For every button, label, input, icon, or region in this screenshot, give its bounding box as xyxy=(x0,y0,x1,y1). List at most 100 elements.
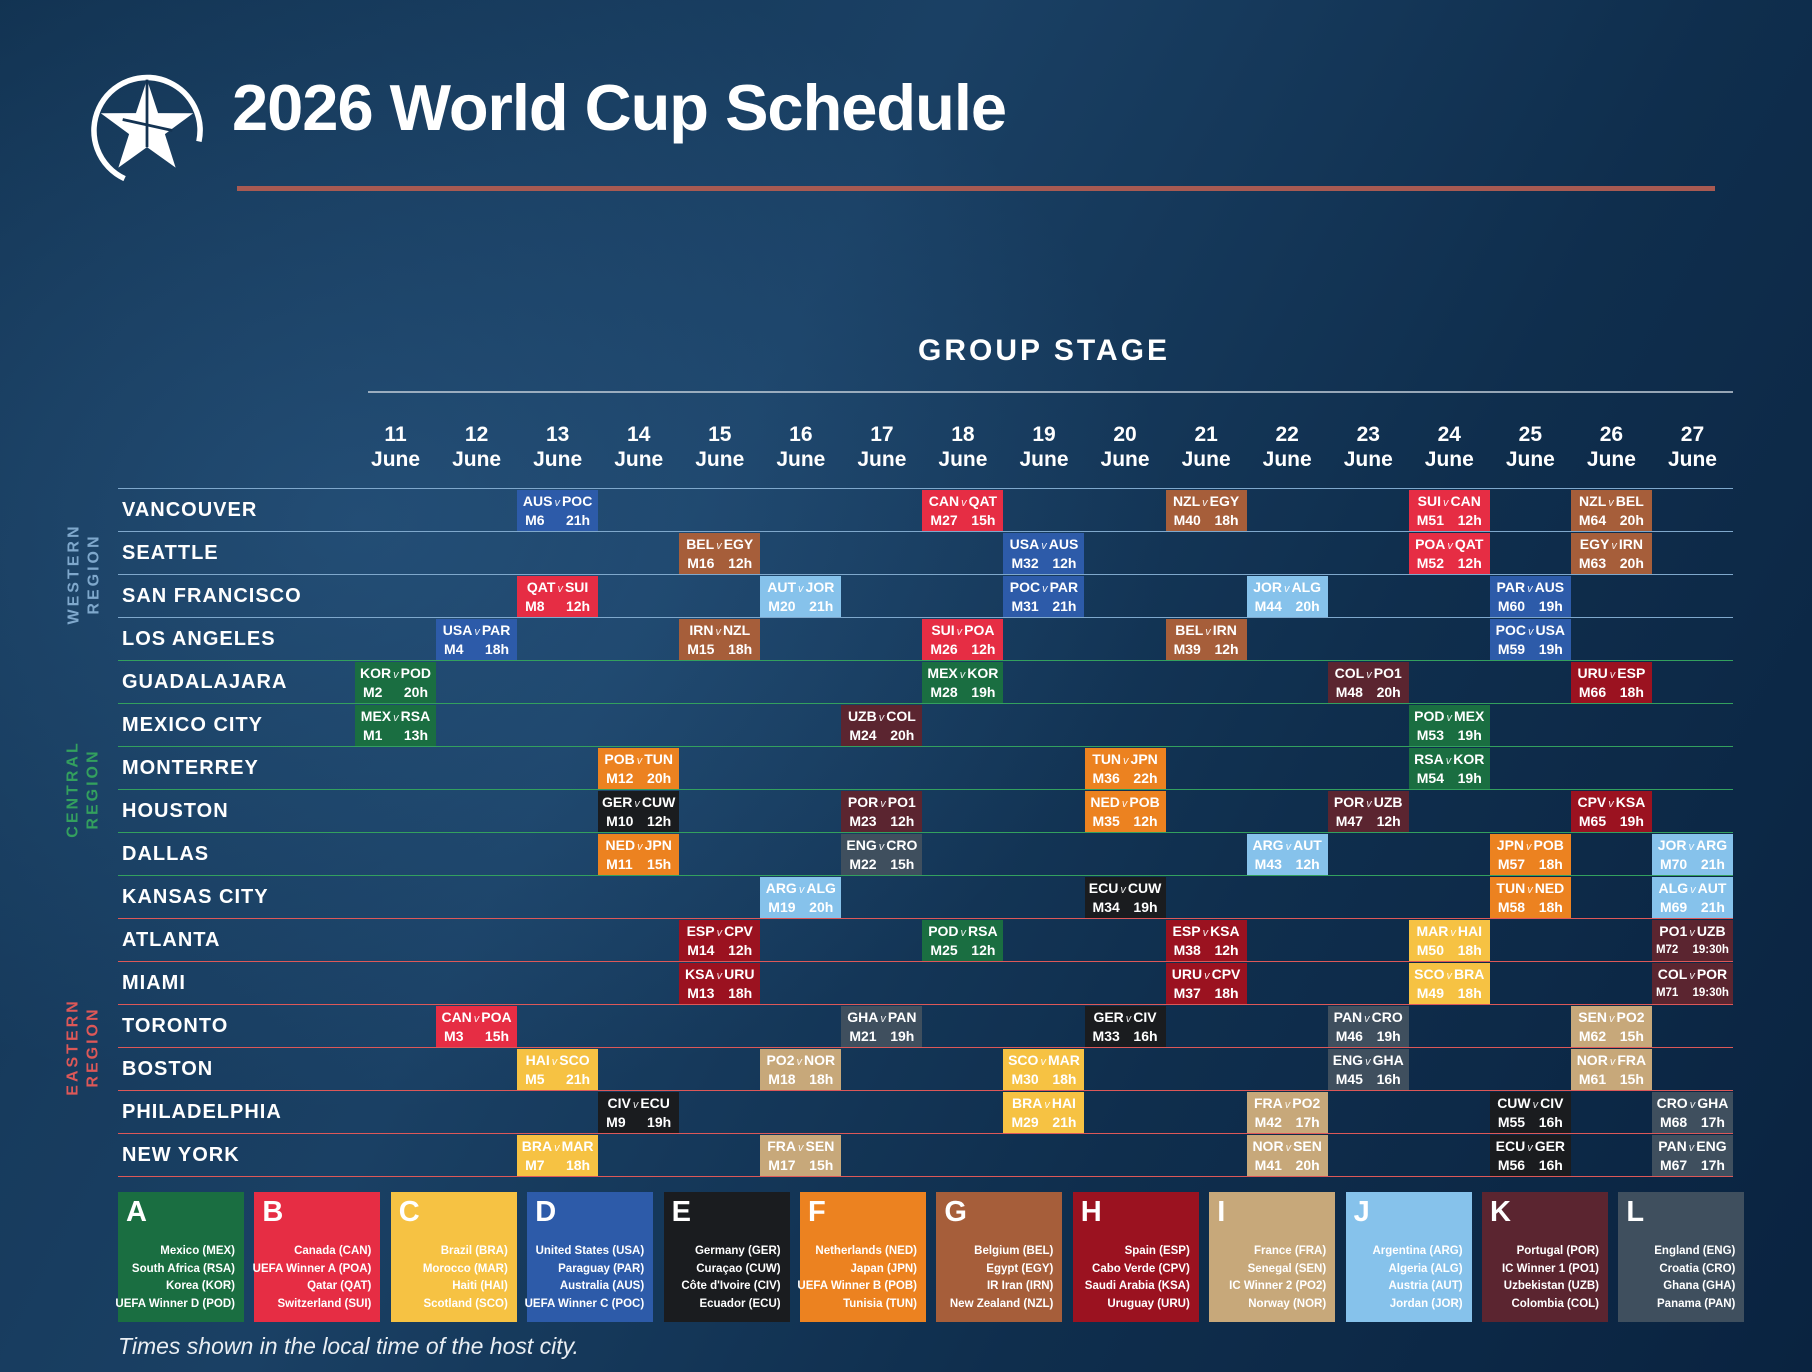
match-cell-m17: FRA v SEN M17 15h xyxy=(760,1135,842,1176)
match-cell-m2: KOR v POD M2 20h xyxy=(355,662,436,703)
legend-teams: Mexico (MEX) South Africa (RSA) Korea (KOR… xyxy=(115,1245,235,1310)
region-label-western: WESTERN REGION xyxy=(65,523,102,625)
date-header-13: 13 June xyxy=(533,423,583,471)
world-cup-logo xyxy=(91,74,203,187)
footer-note: Times shown in the local time of the hos… xyxy=(118,1333,579,1359)
legend-teams: Spain (ESP) Cabo Verde (CPV) Saudi Arabia … xyxy=(1084,1245,1190,1310)
match-cell-m53: POD v MEX M53 19h xyxy=(1408,705,1490,746)
date-header-22: 22 June xyxy=(1262,423,1312,471)
match-cell-m33: GER v CIV M33 16h xyxy=(1084,1006,1166,1047)
legend-teams: Canada (CAN) UEFA Winner A (POA) Qatar (QA… xyxy=(252,1245,372,1310)
legend-letter: A xyxy=(126,1196,147,1228)
match-cell-m50: MAR v HAI M50 18h xyxy=(1408,920,1490,961)
match-cell-m20: AUT v JOR M20 21h xyxy=(760,576,842,617)
match-cell-m48: COL v PO1 M48 20h xyxy=(1327,662,1409,703)
match-cell-m38: ESP v KSA M38 12h xyxy=(1165,920,1247,961)
date-header-24: 24 June xyxy=(1424,423,1474,471)
city-row-san-francisco: SAN FRANCISCO QAT v SUI M8 12h AUT v JOR M20 21h PO… xyxy=(118,574,1733,617)
title-underline xyxy=(237,186,1715,191)
match-cell-m10: GER v CUW M10 12h xyxy=(598,791,680,832)
legend-letter: F xyxy=(808,1196,826,1228)
city-row-los-angeles: LOS ANGELES USA v PAR M4 18h IRN v NZL M15 18h SUI v… xyxy=(118,617,1733,660)
match-cell-m4: USA v PAR M4 18h xyxy=(436,619,518,660)
legend-letter: D xyxy=(535,1196,557,1228)
region-label-eastern: EASTERN REGION xyxy=(65,998,103,1096)
legend-teams: England (ENG) Croatia (CRO) Ghana (GHA) Pan… xyxy=(1654,1245,1736,1310)
match-cell-m46: PAN v CRO M46 19h xyxy=(1327,1006,1409,1047)
city-row-mexico-city: MEXICO CITY MEX v RSA M1 13h UZB v COL M24 20h POD v… xyxy=(118,703,1733,746)
city-row-dallas: DALLAS NED v JPN M11 15h ENG v CRO M22 15h ARG v AUT M… xyxy=(118,832,1733,875)
stage-rule xyxy=(368,391,1733,393)
date-header-15: 15 June xyxy=(695,423,745,471)
city-label: SEATTLE xyxy=(122,541,219,564)
match-cell-m58: TUN v NED M58 18h xyxy=(1489,877,1571,918)
legend-teams: France (FRA) Senegal (SEN) IC Winner 2 (PO… xyxy=(1229,1245,1327,1310)
date-header-21: 21 June xyxy=(1181,423,1231,471)
match-cell-m39: BEL v IRN M39 12h xyxy=(1165,619,1247,660)
legend-group-h: H Spain (ESP) Cabo Verde (CPV) Saudi Arabia… xyxy=(1072,1192,1199,1322)
match-cell-m31: POC v PAR M31 21h xyxy=(1003,576,1085,617)
match-cell-m64: NZL v BEL M64 20h xyxy=(1570,490,1652,531)
match-cell-m49: SCO v BRA M49 18h xyxy=(1408,963,1490,1004)
city-row-houston: HOUSTON GER v CUW M10 12h POR v PO1 M23 12h NED v POB… xyxy=(118,789,1733,832)
match-cell-m25: POD v RSA M25 12h xyxy=(922,920,1004,961)
city-label: GUADALAJARA xyxy=(122,670,288,693)
match-cell-m18: PO2 v NOR M18 18h xyxy=(760,1049,842,1090)
match-cell-m60: PAR v AUS M60 19h xyxy=(1489,576,1571,617)
city-row-guadalajara: GUADALAJARA KOR v POD M2 20h MEX v KOR M28 19h COL v… xyxy=(118,660,1733,703)
date-header-25: 25 June xyxy=(1505,423,1555,471)
city-label: LOS ANGELES xyxy=(122,627,276,650)
date-header-11: 11 June xyxy=(371,423,421,471)
city-label: NEW YORK xyxy=(122,1143,240,1166)
date-header-17: 17 June xyxy=(857,423,907,471)
date-header-19: 19 June xyxy=(1019,423,1069,471)
match-cell-m1: MEX v RSA M1 13h xyxy=(355,705,436,746)
city-row-miami: MIAMI KSA v URU M13 18h URU v CPV M37 18h SCO v BRA M4… xyxy=(118,961,1733,1004)
city-label: MEXICO CITY xyxy=(122,713,264,736)
legend-teams: Germany (GER) Curaçao (CUW) Côte d'Ivoire … xyxy=(681,1245,781,1310)
legend-teams: Belgium (BEL) Egypt (EGY) IR Iran (IRN) New… xyxy=(949,1245,1054,1310)
match-cell-m28: MEX v KOR M28 19h xyxy=(922,662,1004,703)
match-cell-m36: TUN v JPN M36 22h xyxy=(1084,748,1166,789)
match-cell-m14: ESP v CPV M14 12h xyxy=(679,920,761,961)
date-header-27: 27 June xyxy=(1667,423,1717,471)
date-header-14: 14 June xyxy=(614,423,664,471)
city-label: HOUSTON xyxy=(122,799,229,822)
match-cell-m57: JPN v POB M57 18h xyxy=(1489,834,1571,875)
city-row-toronto: TORONTO CAN v POA M3 15h GHA v PAN M21 19h GER v CIV M… xyxy=(118,1004,1733,1047)
city-row-boston: BOSTON HAI v SCO M5 21h PO2 v NOR M18 18h SCO v MAR M3… xyxy=(118,1047,1733,1090)
match-cell-m21: GHA v PAN M21 19h xyxy=(841,1006,923,1047)
date-header-16: 16 June xyxy=(776,423,826,471)
match-cell-m72: PO1 v UZB M72 19:30h xyxy=(1651,920,1733,961)
match-cell-m23: POR v PO1 M23 12h xyxy=(841,791,923,832)
legend-letter: J xyxy=(1353,1196,1370,1228)
match-cell-m44: JOR v ALG M44 20h xyxy=(1246,576,1328,617)
match-cell-m15: IRN v NZL M15 18h xyxy=(679,619,761,660)
page-title: 2026 World Cup Schedule xyxy=(232,71,1007,144)
date-header-12: 12 June xyxy=(452,423,502,471)
legend-teams: Netherlands (NED) Japan (JPN) UEFA Winner … xyxy=(797,1245,917,1310)
match-cell-m67: PAN v ENG M67 17h xyxy=(1651,1135,1733,1176)
match-cell-m3: CAN v POA M3 15h xyxy=(436,1006,518,1047)
legend-group-g: G Belgium (BEL) Egypt (EGY) IR Iran (IRN) Ne… xyxy=(936,1192,1063,1322)
match-cell-m54: RSA v KOR M54 19h xyxy=(1408,748,1490,789)
match-cell-m56: ECU v GER M56 16h xyxy=(1489,1135,1571,1176)
match-cell-m43: ARG v AUT M43 12h xyxy=(1246,834,1328,875)
legend-group-i: I France (FRA) Senegal (SEN) IC Winner 2 (P… xyxy=(1209,1192,1336,1322)
match-cell-m12: POB v TUN M12 20h xyxy=(598,748,680,789)
city-row-new-york: NEW YORK BRA v MAR M7 18h FRA v SEN M17 15h NOR v SEN… xyxy=(118,1133,1733,1176)
legend-teams: Argentina (ARG) Algeria (ALG) Austria (AUT… xyxy=(1372,1245,1463,1310)
match-cell-m41: NOR v SEN M41 20h xyxy=(1246,1135,1328,1176)
match-cell-m40: NZL v EGY M40 18h xyxy=(1165,490,1247,531)
legend-group-b: B Canada (CAN) UEFA Winner A (POA) Qatar (Q… xyxy=(252,1192,381,1322)
match-cell-m62: SEN v PO2 M62 15h xyxy=(1570,1006,1652,1047)
match-cell-m6: AUS v POC M6 21h xyxy=(517,490,599,531)
match-cell-m69: ALG v AUT M69 21h xyxy=(1651,877,1733,918)
date-header-20: 20 June xyxy=(1100,423,1150,471)
match-cell-m55: CUW v CIV M55 16h xyxy=(1489,1092,1571,1133)
match-cell-m8: QAT v SUI M8 12h xyxy=(517,576,599,617)
city-label: SAN FRANCISCO xyxy=(122,584,302,607)
match-cell-m51: SUI v CAN M51 12h xyxy=(1408,490,1490,531)
city-row-philadelphia: PHILADELPHIA CIV v ECU M9 19h BRA v HAI M29 21h FRA… xyxy=(118,1090,1733,1133)
